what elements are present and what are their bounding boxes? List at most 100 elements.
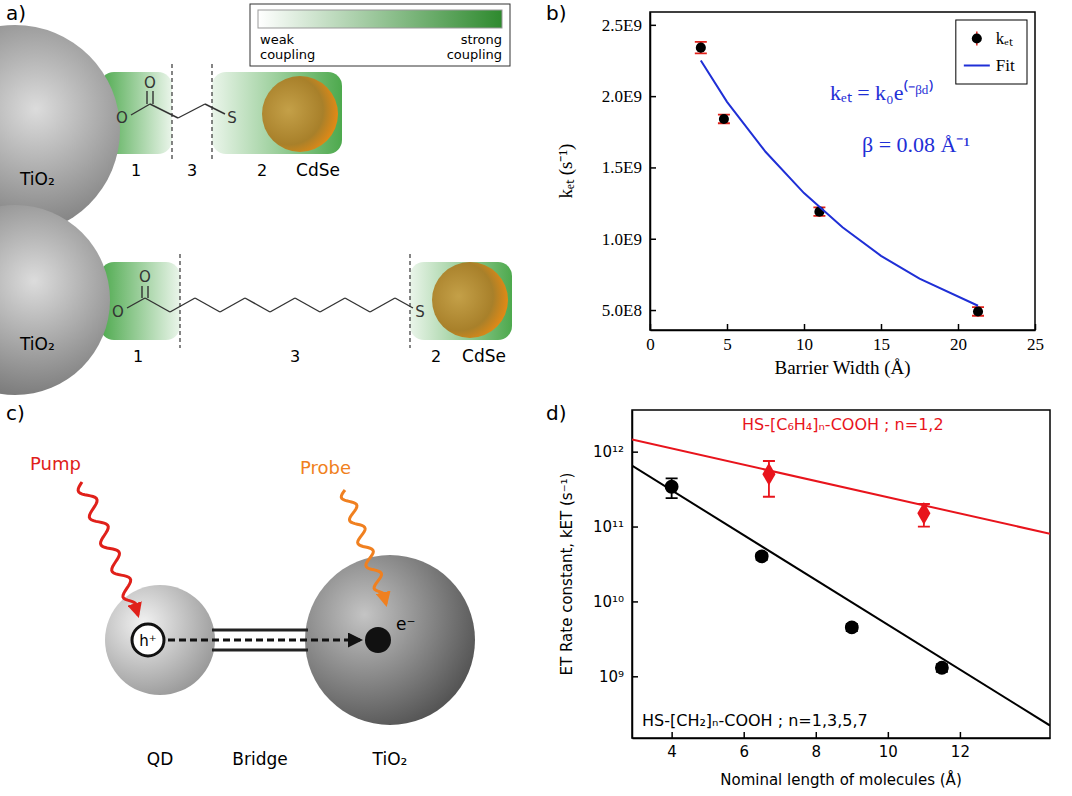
atom: S <box>415 303 425 321</box>
tick-label: 1.0E9 <box>602 230 642 249</box>
data-point <box>973 306 983 316</box>
error-bar <box>763 461 775 497</box>
molecule-row: OOS132TiO₂CdSe <box>0 25 342 235</box>
tick-label: 10 <box>879 743 898 761</box>
coupling-legend: weakcoupling strongcoupling <box>250 4 510 66</box>
plot-frame <box>650 12 1035 330</box>
tick-label: 8 <box>812 743 822 761</box>
bridge-line <box>212 649 308 652</box>
bond <box>127 298 145 308</box>
tick-label: 10¹⁰ <box>593 593 624 611</box>
axis: 10⁹10¹⁰10¹¹10¹² <box>593 411 638 739</box>
transfer-arrow <box>168 639 360 642</box>
electron-label: e⁻ <box>396 614 415 634</box>
probe-beam <box>341 490 386 604</box>
figure: a)b)c)d)weakcouplingstrongcouplingOOS132… <box>0 0 1072 796</box>
molecule-row: OOS132TiO₂CdSe <box>0 205 512 395</box>
axis-title: Nominal length of molecules (Å) <box>720 770 962 789</box>
plot-area <box>632 440 1050 726</box>
bond <box>320 298 345 312</box>
tick-label: 12 <box>951 743 970 761</box>
bond <box>245 298 270 312</box>
tick: 10⁹ <box>599 668 638 686</box>
error-bar <box>695 42 707 53</box>
legend-box <box>250 4 510 66</box>
tick: 10 <box>879 732 898 761</box>
tick: 12 <box>951 732 970 761</box>
quantum-dot <box>105 585 215 695</box>
tick-label: 2.5E9 <box>602 16 642 35</box>
tick: 25 <box>1027 324 1044 354</box>
axis-line <box>633 738 1051 740</box>
atom: S <box>227 109 237 127</box>
coupling-region <box>410 262 512 340</box>
particle-label: CdSe <box>296 160 340 180</box>
tick-label: 0 <box>646 335 655 354</box>
tick: 10¹⁰ <box>593 593 638 611</box>
region-label: 3 <box>290 347 300 366</box>
tick-mark <box>804 324 806 330</box>
hole-label: h⁺ <box>139 632 156 650</box>
series-label: HS-[CH₂]ₙ-COOH ; n=1,3,5,7 <box>642 711 868 730</box>
region-label: 2 <box>431 347 441 366</box>
bond <box>131 104 150 115</box>
fit-line <box>701 60 978 305</box>
data-point <box>696 43 706 53</box>
panel-c: h⁺e⁻PumpProbeQDBridgeTiO₂ <box>30 453 475 769</box>
legend-swatch <box>964 65 990 67</box>
panel-a: weakcouplingstrongcouplingOOS132TiO₂CdSe… <box>0 4 512 395</box>
axis-title: ET Rate constant, kET (s⁻¹) <box>558 473 576 676</box>
axis: 5.0E81.0E91.5E92.0E92.5E9 <box>602 13 656 331</box>
tick: 1.5E9 <box>602 158 656 177</box>
data-point <box>719 114 729 124</box>
tick-mark <box>650 167 656 169</box>
particle-label: TiO₂ <box>19 169 55 189</box>
fit-line <box>632 440 1050 534</box>
legend-gradient <box>258 10 502 28</box>
tick-label: 25 <box>1027 335 1044 354</box>
axis-line <box>632 411 634 739</box>
coupling-region <box>212 72 342 154</box>
axis-title: Barrier Width (Å) <box>774 357 910 379</box>
panel-label: c) <box>6 401 25 425</box>
component-label: Bridge <box>232 749 287 769</box>
cdse-dot <box>262 76 338 152</box>
panel-label: b) <box>546 1 567 25</box>
pump-label: Pump <box>30 453 81 474</box>
axis: 4681012 <box>633 732 1051 761</box>
tick-label: 2.0E9 <box>602 87 642 106</box>
hole <box>132 624 164 656</box>
data-point <box>762 463 775 486</box>
tick: 10¹² <box>593 443 638 461</box>
tick-mark <box>650 238 656 240</box>
tick-mark <box>650 310 656 312</box>
axis-line <box>651 330 1036 332</box>
bond <box>146 91 147 104</box>
region-label: 3 <box>187 161 197 180</box>
component-label: QD <box>147 749 173 769</box>
tick: 4 <box>667 732 677 761</box>
axis-title: kₑₜ (s⁻¹) <box>555 144 577 199</box>
tick-mark <box>816 732 818 738</box>
legend-swatch <box>972 33 982 43</box>
bond <box>150 104 178 118</box>
legend-label: weakcoupling <box>260 32 315 62</box>
error-bar <box>972 307 984 316</box>
legend: kₑₜFit <box>956 20 1027 84</box>
region-label: 2 <box>257 161 267 180</box>
tio2-particle <box>0 25 120 235</box>
tick-label: 5 <box>723 335 732 354</box>
legend-box <box>956 20 1027 84</box>
legend-label: strongcoupling <box>447 32 502 62</box>
atom: O <box>116 109 128 127</box>
bond <box>270 298 295 312</box>
panel-label: d) <box>546 401 567 425</box>
tick-mark <box>1035 324 1037 330</box>
bond <box>220 298 245 312</box>
cdse-dot <box>432 262 508 338</box>
component-label: TiO₂ <box>372 749 408 769</box>
error-bar <box>666 478 678 498</box>
tio2-particle <box>0 205 110 395</box>
tick-mark <box>888 732 890 738</box>
region-label: 1 <box>131 161 141 180</box>
